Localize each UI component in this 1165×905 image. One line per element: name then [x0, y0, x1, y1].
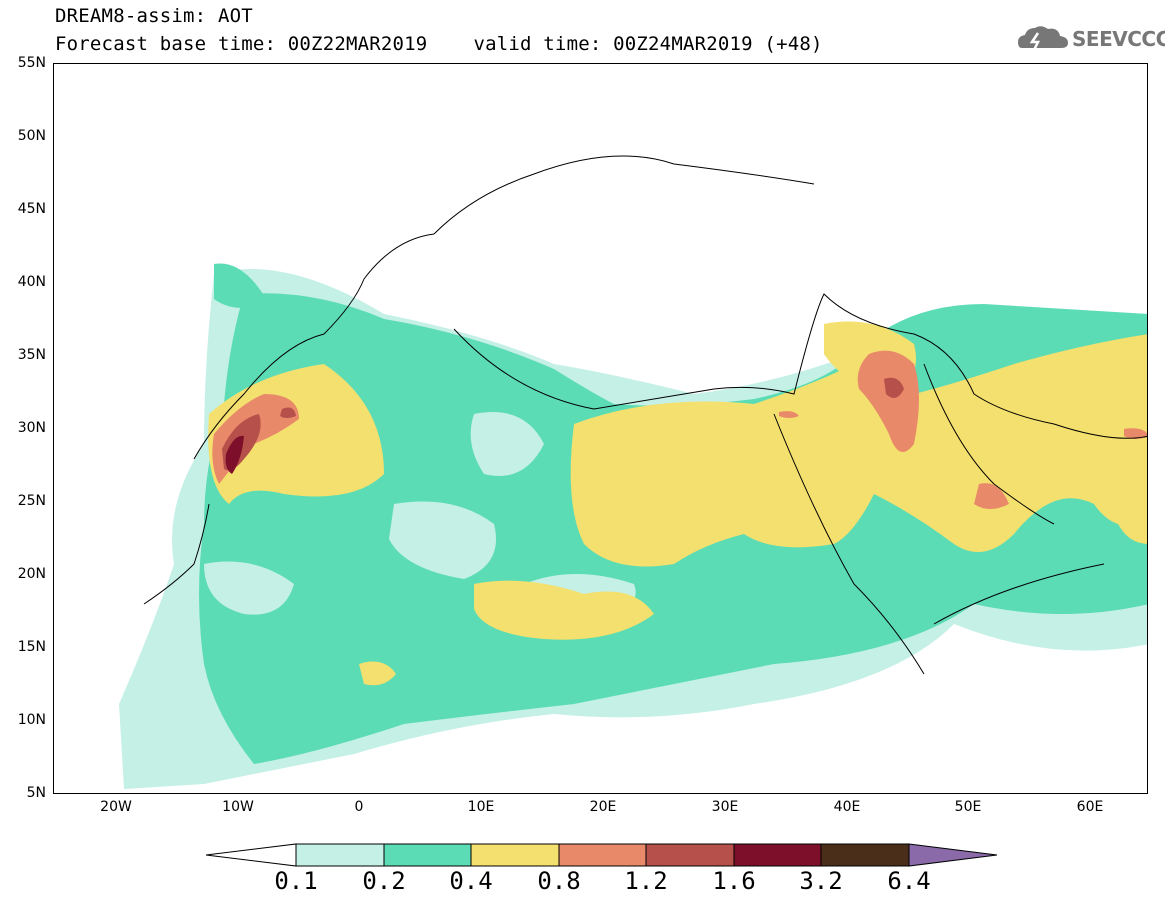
aot-map [53, 63, 1148, 794]
lon-label: 20W [100, 799, 132, 815]
seevccc-logo: SEEVCCC [1016, 20, 1165, 56]
lat-label: 20N [17, 566, 46, 582]
logo-text: SEEVCCC [1072, 27, 1165, 51]
map-title: DREAM8-assim: AOT [55, 5, 253, 27]
legend-label: 1.6 [712, 867, 756, 895]
lon-label: 20E [589, 799, 617, 815]
lat-label: 5N [26, 785, 46, 801]
colorbar-bin [820, 843, 910, 867]
lon-label: 30E [711, 799, 739, 815]
valid-time: valid time: 00Z24MAR2019 (+48) [473, 33, 823, 55]
cloud-icon [1018, 26, 1068, 51]
base-time: Forecast base time: 00Z22MAR2019 [55, 33, 428, 55]
lat-label: 55N [17, 55, 46, 71]
lon-label: 40E [833, 799, 861, 815]
aot-band-0.4 [208, 321, 1147, 686]
lat-label: 45N [17, 201, 46, 217]
legend-label: 0.8 [537, 867, 581, 895]
colorbar [206, 843, 998, 867]
colorbar-under-arrow [206, 843, 297, 867]
legend-label: 0.1 [274, 867, 318, 895]
forecast-times: Forecast base time: 00Z22MAR2019 valid ti… [55, 34, 823, 54]
colorbar-bin [645, 843, 735, 867]
colorbar-bin [558, 843, 647, 867]
lat-label: 10N [17, 712, 46, 728]
legend-label: 0.2 [362, 867, 406, 895]
coastlines [143, 155, 1147, 675]
colorbar-bin [733, 843, 822, 867]
lon-label: 10W [222, 799, 254, 815]
colorbar-over-arrow [908, 843, 998, 867]
aot-field [119, 155, 1147, 789]
colorbar-bin [470, 843, 560, 867]
legend-label: 3.2 [799, 867, 843, 895]
lat-label: 25N [17, 493, 46, 509]
lat-label: 50N [17, 128, 46, 144]
lat-label: 15N [17, 639, 46, 655]
colorbar-bin [295, 843, 385, 867]
aot-band-1.6 [225, 435, 244, 474]
lon-label: 60E [1076, 799, 1104, 815]
lat-label: 35N [17, 347, 46, 363]
lat-label: 30N [17, 420, 46, 436]
colorbar-bin [383, 843, 472, 867]
lon-label: 10E [467, 799, 495, 815]
legend-label: 1.2 [624, 867, 668, 895]
legend-label: 0.4 [449, 867, 493, 895]
legend-label: 6.4 [887, 867, 931, 895]
lat-label: 40N [17, 274, 46, 290]
lon-label: 50E [954, 799, 982, 815]
lon-label: 0 [354, 799, 364, 815]
